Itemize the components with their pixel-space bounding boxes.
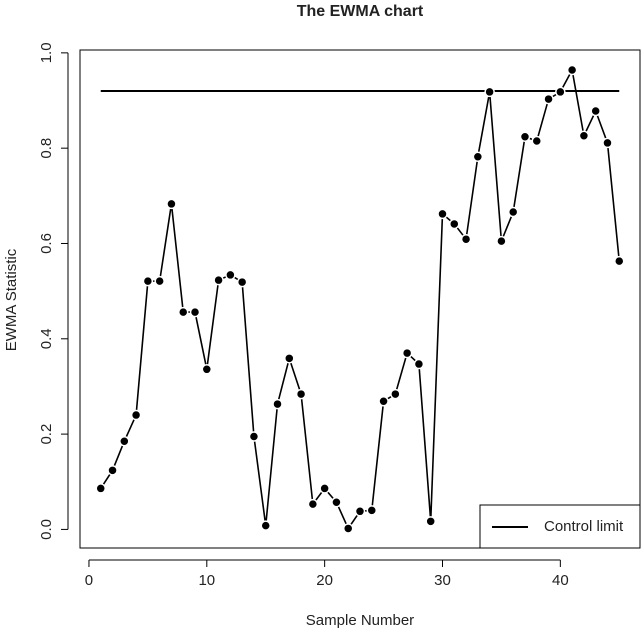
legend-label: Control limit <box>544 518 624 535</box>
y-tick-label: 0.6 <box>38 233 55 254</box>
point <box>225 269 236 281</box>
point <box>390 388 401 400</box>
point <box>213 274 224 286</box>
point <box>507 206 519 218</box>
point <box>472 151 484 162</box>
point <box>272 398 283 410</box>
point <box>566 64 578 76</box>
point <box>354 506 366 517</box>
point <box>248 431 260 442</box>
x-tick-label: 10 <box>198 572 215 589</box>
point <box>437 208 448 220</box>
point <box>602 137 613 149</box>
point <box>342 523 354 534</box>
y-tick-label: 1.0 <box>38 42 55 63</box>
point <box>543 93 554 105</box>
x-tick-label: 0 <box>85 572 93 589</box>
point <box>484 86 495 98</box>
x-tick-label: 30 <box>434 572 451 589</box>
point <box>130 409 142 421</box>
point <box>142 275 154 287</box>
point <box>331 497 342 508</box>
point <box>166 198 177 210</box>
point <box>590 105 601 117</box>
point <box>531 135 543 147</box>
y-tick-label: 0.2 <box>38 424 55 445</box>
point <box>460 233 472 245</box>
y-tick-label: 0.8 <box>38 138 55 159</box>
point <box>401 347 413 359</box>
point <box>236 276 248 288</box>
point <box>496 235 507 247</box>
y-tick-label: 0.4 <box>38 328 55 349</box>
plot-box <box>79 49 641 549</box>
point <box>307 498 319 510</box>
point <box>366 505 378 516</box>
point <box>284 353 295 364</box>
point <box>425 516 436 527</box>
point <box>413 358 425 370</box>
point <box>189 306 201 318</box>
point <box>260 520 271 531</box>
point <box>614 255 625 267</box>
chart-title: The EWMA chart <box>297 3 424 20</box>
point <box>177 306 189 318</box>
point <box>154 275 165 287</box>
point <box>119 436 130 447</box>
point <box>519 131 531 142</box>
point <box>319 483 330 494</box>
point <box>449 218 460 230</box>
point <box>95 483 106 494</box>
point <box>201 364 213 375</box>
point <box>578 130 590 142</box>
x-tick-label: 40 <box>552 572 569 589</box>
point <box>378 395 389 407</box>
point <box>295 388 307 400</box>
x-tick-label: 20 <box>316 572 333 589</box>
x-axis-label: Sample Number <box>306 612 414 629</box>
point <box>107 465 118 476</box>
point <box>555 86 566 98</box>
y-axis-label: EWMA Statistic <box>3 248 20 351</box>
y-tick-label: 0.0 <box>38 519 55 540</box>
